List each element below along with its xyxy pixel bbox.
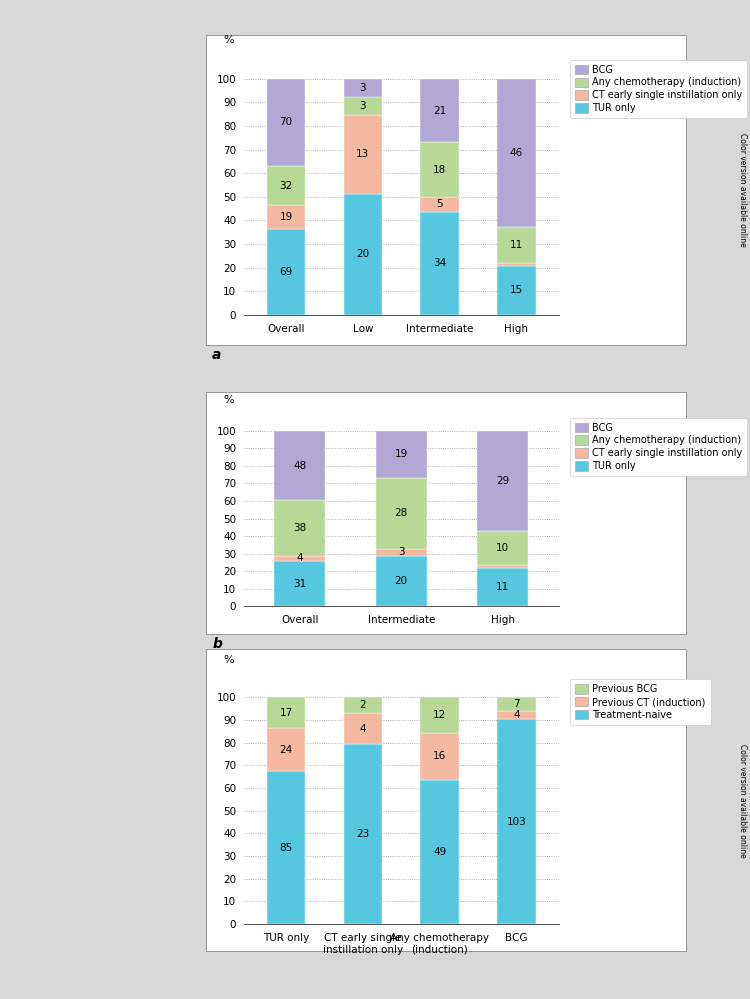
Bar xyxy=(267,166,305,206)
Bar xyxy=(478,530,528,565)
Text: 103: 103 xyxy=(506,817,526,827)
Bar xyxy=(497,79,536,228)
Bar xyxy=(376,479,427,548)
Bar xyxy=(344,713,382,744)
Text: 24: 24 xyxy=(280,744,292,754)
Text: 20: 20 xyxy=(394,576,408,586)
Text: 23: 23 xyxy=(356,829,370,839)
Text: 20: 20 xyxy=(356,249,370,259)
Bar xyxy=(497,711,536,719)
Text: %: % xyxy=(224,35,234,45)
Bar xyxy=(274,500,325,555)
Bar xyxy=(267,229,305,315)
Text: 4: 4 xyxy=(359,723,366,733)
Bar xyxy=(421,197,459,212)
Bar xyxy=(497,697,536,711)
Bar xyxy=(497,719,536,924)
Text: 17: 17 xyxy=(280,707,292,717)
Bar xyxy=(344,97,382,115)
Text: 29: 29 xyxy=(496,476,509,486)
Bar xyxy=(376,431,427,479)
Text: 49: 49 xyxy=(433,847,446,857)
Text: 38: 38 xyxy=(293,522,306,532)
Bar xyxy=(274,561,325,606)
Legend: Previous BCG, Previous CT (induction), Treatment-naive: Previous BCG, Previous CT (induction), T… xyxy=(570,679,710,725)
Bar xyxy=(478,431,528,530)
Text: 5: 5 xyxy=(436,200,443,210)
Bar xyxy=(497,263,536,266)
Text: 16: 16 xyxy=(433,751,446,761)
Text: 48: 48 xyxy=(293,461,306,471)
Legend: BCG, Any chemotherapy (induction), CT early single instillation only, TUR only: BCG, Any chemotherapy (induction), CT ea… xyxy=(570,418,748,477)
Bar xyxy=(267,79,305,166)
Text: Color version available online: Color version available online xyxy=(738,744,747,858)
Bar xyxy=(421,780,459,924)
Text: 69: 69 xyxy=(280,267,292,277)
Text: 3: 3 xyxy=(359,83,366,93)
Bar xyxy=(421,212,459,315)
Text: 34: 34 xyxy=(433,259,446,269)
Text: 19: 19 xyxy=(394,450,408,460)
Text: %: % xyxy=(224,654,234,664)
Text: 7: 7 xyxy=(513,699,520,709)
Bar xyxy=(274,555,325,561)
Bar xyxy=(344,194,382,315)
Legend: BCG, Any chemotherapy (induction), CT early single instillation only, TUR only: BCG, Any chemotherapy (induction), CT ea… xyxy=(570,60,748,118)
Text: 15: 15 xyxy=(510,286,523,296)
Text: 10: 10 xyxy=(496,542,509,552)
Bar xyxy=(478,565,528,568)
Bar xyxy=(421,142,459,197)
Text: 31: 31 xyxy=(293,578,306,588)
Text: a: a xyxy=(212,348,221,362)
Text: b: b xyxy=(212,636,222,650)
Bar xyxy=(376,548,427,556)
Bar xyxy=(421,697,459,733)
Text: 2: 2 xyxy=(359,700,366,710)
Bar xyxy=(376,556,427,606)
Text: %: % xyxy=(224,396,234,406)
Text: 32: 32 xyxy=(280,181,292,191)
Bar xyxy=(267,771,305,924)
Bar xyxy=(344,744,382,924)
Bar xyxy=(267,206,305,229)
Text: 3: 3 xyxy=(359,101,366,111)
Bar xyxy=(344,79,382,97)
Bar xyxy=(478,568,528,606)
Bar xyxy=(344,697,382,713)
Text: 21: 21 xyxy=(433,106,446,116)
Text: 4: 4 xyxy=(513,710,520,720)
Text: 70: 70 xyxy=(280,117,292,127)
Text: 46: 46 xyxy=(510,148,523,158)
Text: 11: 11 xyxy=(510,240,523,250)
Bar xyxy=(344,115,382,194)
Text: 28: 28 xyxy=(394,508,408,518)
Bar xyxy=(497,266,536,315)
Bar xyxy=(421,733,459,780)
Text: 13: 13 xyxy=(356,150,370,160)
Text: 4: 4 xyxy=(296,553,303,563)
Text: 19: 19 xyxy=(280,212,292,222)
Bar xyxy=(421,79,459,142)
Bar xyxy=(497,228,536,263)
Text: 3: 3 xyxy=(398,547,404,557)
Text: 11: 11 xyxy=(496,582,509,592)
Text: 12: 12 xyxy=(433,710,446,720)
Bar xyxy=(267,697,305,728)
Text: 85: 85 xyxy=(280,842,292,852)
Text: 18: 18 xyxy=(433,165,446,175)
Bar xyxy=(267,728,305,771)
Bar xyxy=(274,431,325,500)
Text: Color version available online: Color version available online xyxy=(738,133,747,247)
